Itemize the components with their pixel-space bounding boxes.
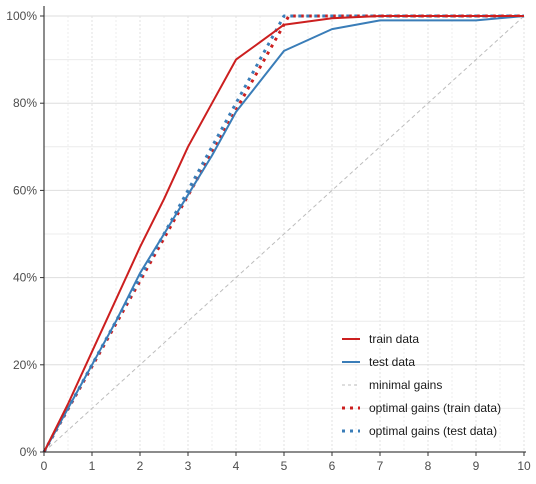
legend-label: optimal gains (train data) xyxy=(369,401,501,415)
x-tick-label: 9 xyxy=(473,459,480,473)
y-tick-label: 60% xyxy=(13,183,37,197)
y-tick-label: 20% xyxy=(13,358,37,372)
x-tick-label: 1 xyxy=(89,459,96,473)
x-tick-label: 10 xyxy=(517,459,531,473)
y-tick-label: 40% xyxy=(13,271,37,285)
x-tick-label: 8 xyxy=(425,459,432,473)
series-line-train-data xyxy=(43,15,524,453)
x-tick-label: 6 xyxy=(329,459,336,473)
y-tick-label: 100% xyxy=(6,9,37,23)
x-tick-label: 7 xyxy=(377,459,384,473)
legend-label: minimal gains xyxy=(369,378,442,392)
series-line-test-data xyxy=(43,15,525,453)
x-tick-label: 5 xyxy=(281,459,288,473)
y-tick-label: 80% xyxy=(13,96,37,110)
x-tick-label: 3 xyxy=(185,459,192,473)
legend-label: optimal gains (test data) xyxy=(369,424,497,438)
legend-label: train data xyxy=(369,332,419,346)
axes: 0 1 2 3 4 5 6 7 8 9 100%20%40%60%80%100% xyxy=(6,6,531,473)
x-tick-label: 4 xyxy=(233,459,240,473)
legend: train data test data minimal gains optimal … xyxy=(342,332,501,438)
series-line-minimal-gains xyxy=(43,15,525,453)
legend-label: test data xyxy=(369,355,415,369)
y-tick-label: 0% xyxy=(20,445,38,459)
plot-lines xyxy=(42,14,525,453)
x-tick-label: 2 xyxy=(137,459,144,473)
x-tick-label: 0 xyxy=(41,459,48,473)
